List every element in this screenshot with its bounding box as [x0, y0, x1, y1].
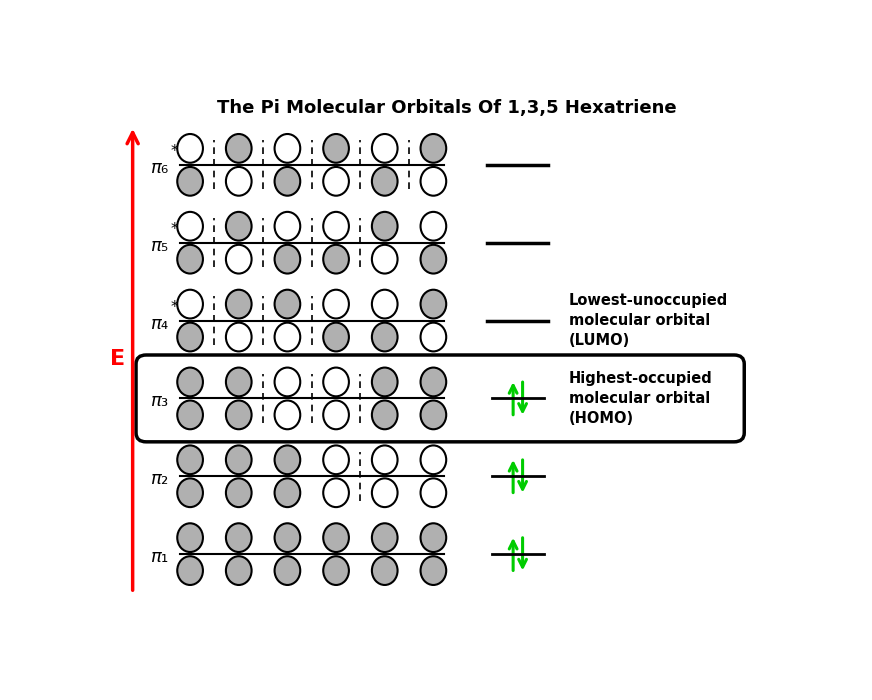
- Ellipse shape: [275, 524, 300, 552]
- Ellipse shape: [371, 556, 398, 585]
- Ellipse shape: [420, 445, 446, 474]
- Ellipse shape: [324, 167, 349, 196]
- Ellipse shape: [324, 290, 349, 319]
- Ellipse shape: [275, 556, 300, 585]
- Ellipse shape: [420, 478, 446, 507]
- Text: E: E: [110, 349, 125, 370]
- Ellipse shape: [324, 400, 349, 429]
- Ellipse shape: [275, 445, 300, 474]
- Ellipse shape: [177, 167, 203, 196]
- Ellipse shape: [324, 245, 349, 274]
- FancyBboxPatch shape: [136, 355, 745, 442]
- Ellipse shape: [371, 400, 398, 429]
- Ellipse shape: [371, 323, 398, 351]
- Ellipse shape: [226, 445, 252, 474]
- Text: $π₅$: $π₅$: [150, 237, 169, 255]
- Text: $π₆$: $π₆$: [150, 159, 169, 177]
- Ellipse shape: [324, 368, 349, 396]
- Ellipse shape: [324, 478, 349, 507]
- Ellipse shape: [371, 478, 398, 507]
- Ellipse shape: [324, 212, 349, 241]
- Ellipse shape: [371, 134, 398, 163]
- Ellipse shape: [226, 556, 252, 585]
- Ellipse shape: [177, 400, 203, 429]
- Ellipse shape: [420, 323, 446, 351]
- Ellipse shape: [226, 524, 252, 552]
- Ellipse shape: [324, 524, 349, 552]
- Ellipse shape: [226, 400, 252, 429]
- Ellipse shape: [177, 323, 203, 351]
- Text: $π₁$: $π₁$: [150, 548, 169, 566]
- Text: $π₄$: $π₄$: [150, 314, 169, 332]
- Ellipse shape: [177, 445, 203, 474]
- Ellipse shape: [226, 478, 252, 507]
- Ellipse shape: [420, 245, 446, 274]
- Ellipse shape: [371, 245, 398, 274]
- Ellipse shape: [275, 167, 300, 196]
- Ellipse shape: [226, 167, 252, 196]
- Ellipse shape: [420, 368, 446, 396]
- Ellipse shape: [226, 368, 252, 396]
- Ellipse shape: [226, 290, 252, 319]
- Ellipse shape: [324, 134, 349, 163]
- Ellipse shape: [177, 245, 203, 274]
- Ellipse shape: [275, 290, 300, 319]
- Text: *: *: [171, 300, 179, 315]
- Ellipse shape: [275, 368, 300, 396]
- Ellipse shape: [371, 524, 398, 552]
- Ellipse shape: [226, 245, 252, 274]
- Ellipse shape: [371, 212, 398, 241]
- Ellipse shape: [371, 167, 398, 196]
- Ellipse shape: [226, 134, 252, 163]
- Ellipse shape: [420, 212, 446, 241]
- Ellipse shape: [275, 245, 300, 274]
- Ellipse shape: [226, 212, 252, 241]
- Ellipse shape: [177, 556, 203, 585]
- Ellipse shape: [275, 323, 300, 351]
- Ellipse shape: [420, 524, 446, 552]
- Ellipse shape: [371, 445, 398, 474]
- Ellipse shape: [275, 134, 300, 163]
- Text: $π₂$: $π₂$: [150, 470, 169, 489]
- Ellipse shape: [177, 524, 203, 552]
- Ellipse shape: [324, 445, 349, 474]
- Text: *: *: [171, 222, 179, 237]
- Ellipse shape: [420, 134, 446, 163]
- Ellipse shape: [324, 323, 349, 351]
- Ellipse shape: [324, 556, 349, 585]
- Text: *: *: [171, 144, 179, 159]
- Ellipse shape: [371, 368, 398, 396]
- Text: Highest-occupied
molecular orbital
(HOMO): Highest-occupied molecular orbital (HOMO…: [569, 371, 712, 426]
- Ellipse shape: [420, 556, 446, 585]
- Text: The Pi Molecular Orbitals Of 1,3,5 Hexatriene: The Pi Molecular Orbitals Of 1,3,5 Hexat…: [217, 99, 677, 117]
- Ellipse shape: [177, 290, 203, 319]
- Ellipse shape: [275, 212, 300, 241]
- Ellipse shape: [275, 400, 300, 429]
- Ellipse shape: [177, 212, 203, 241]
- Ellipse shape: [177, 368, 203, 396]
- Ellipse shape: [420, 290, 446, 319]
- Ellipse shape: [177, 478, 203, 507]
- Ellipse shape: [275, 478, 300, 507]
- Ellipse shape: [371, 290, 398, 319]
- Ellipse shape: [420, 400, 446, 429]
- Text: $π₃$: $π₃$: [150, 393, 169, 410]
- Ellipse shape: [177, 134, 203, 163]
- Ellipse shape: [226, 323, 252, 351]
- Text: Lowest-unoccupied
molecular orbital
(LUMO): Lowest-unoccupied molecular orbital (LUM…: [569, 293, 728, 348]
- Ellipse shape: [420, 167, 446, 196]
